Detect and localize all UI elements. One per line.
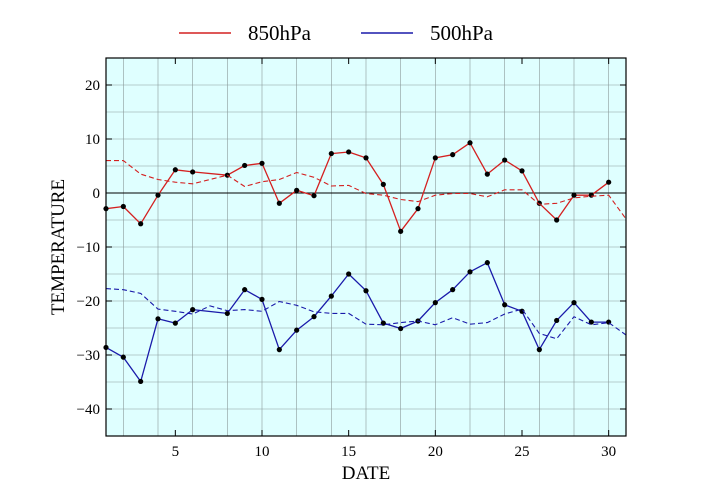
data-point-500hpa (138, 378, 144, 385)
data-point-850hpa (328, 150, 334, 157)
data-point-850hpa (398, 228, 404, 234)
data-point-500hpa (398, 325, 404, 332)
data-point-850hpa (415, 206, 421, 212)
data-point-500hpa (190, 307, 196, 313)
data-point-500hpa (571, 300, 577, 306)
data-point-500hpa (224, 310, 230, 317)
data-point-850hpa (242, 162, 248, 169)
data-point-850hpa (519, 168, 525, 174)
data-point-500hpa (536, 347, 542, 353)
data-point-500hpa (502, 302, 508, 308)
legend-label-850hpa: 850hPa (248, 21, 312, 45)
data-point-500hpa (328, 293, 334, 299)
data-point-500hpa (259, 296, 265, 302)
y-tick-label: −40 (77, 402, 100, 418)
data-point-500hpa (172, 320, 178, 326)
data-point-500hpa (363, 288, 369, 294)
y-tick-label: 10 (85, 132, 100, 148)
y-tick-label: 20 (85, 78, 100, 94)
data-point-500hpa (588, 319, 594, 325)
data-point-850hpa (294, 187, 300, 193)
x-tick-label: 20 (428, 444, 443, 460)
y-tick-label: 0 (93, 186, 101, 202)
data-point-850hpa (259, 160, 265, 166)
data-point-850hpa (554, 217, 560, 223)
series-layer (103, 140, 627, 385)
data-point-500hpa (311, 314, 317, 320)
series-line-series-3-dashed (105, 288, 627, 340)
data-point-850hpa (571, 192, 577, 198)
data-point-500hpa (519, 308, 525, 314)
y-axis-label: TEMPERATURE (48, 179, 69, 315)
x-tick-label: 30 (601, 444, 616, 460)
data-point-500hpa (120, 354, 126, 360)
legend-label-500hpa: 500hPa (430, 21, 494, 45)
data-point-850hpa (138, 221, 144, 227)
data-point-500hpa (276, 347, 282, 353)
series-line-series-2-dashed (106, 160, 627, 220)
data-point-850hpa (606, 179, 612, 185)
x-tick-label: 25 (515, 444, 530, 460)
data-point-500hpa (554, 317, 560, 324)
data-point-500hpa (484, 260, 490, 266)
data-point-500hpa (346, 271, 352, 277)
data-point-850hpa (172, 167, 178, 173)
data-point-850hpa (276, 200, 282, 206)
data-point-850hpa (120, 203, 126, 210)
y-tick-label: −30 (77, 348, 100, 364)
data-point-850hpa (450, 152, 456, 158)
data-point-850hpa (432, 155, 438, 161)
x-tick-label: 10 (255, 444, 270, 460)
data-point-500hpa (467, 269, 473, 275)
y-tick-label: −10 (77, 240, 100, 256)
x-tick-label: 15 (341, 444, 356, 460)
data-point-500hpa (294, 327, 300, 333)
data-point-500hpa (450, 287, 456, 293)
axis-ticks: 5 10 15 20 25 30 20 10 0 −10 −20 −30 −40 (77, 58, 626, 460)
data-point-850hpa (311, 193, 317, 199)
data-point-850hpa (190, 169, 196, 175)
data-point-500hpa (242, 287, 248, 293)
data-point-500hpa (432, 300, 438, 306)
x-axis-label: DATE (342, 463, 391, 484)
data-point-850hpa (502, 157, 508, 163)
data-point-850hpa (155, 192, 161, 198)
x-tick-label: 5 (172, 444, 180, 460)
data-point-850hpa (467, 140, 473, 146)
data-point-850hpa (588, 192, 594, 198)
data-point-850hpa (484, 171, 490, 177)
data-point-850hpa (363, 155, 369, 161)
y-tick-label: −20 (77, 294, 100, 310)
data-point-850hpa (346, 149, 352, 155)
data-point-850hpa (380, 181, 386, 187)
data-point-500hpa (155, 316, 161, 322)
legend: 850hPa 500hPa (179, 21, 494, 45)
